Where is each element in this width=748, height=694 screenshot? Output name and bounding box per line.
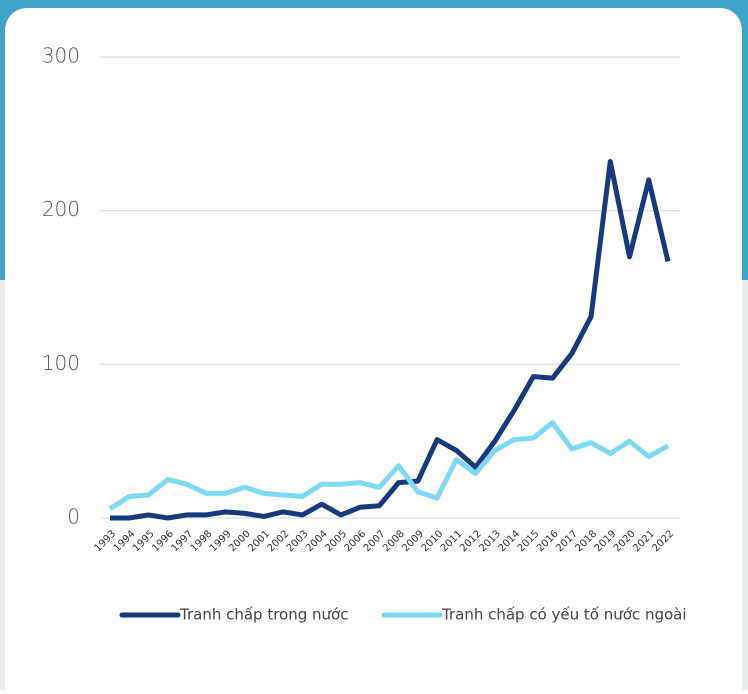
series-line	[108, 420, 670, 511]
y-tick-label: 300	[42, 44, 80, 68]
y-tick-label: 200	[42, 197, 80, 221]
legend-label: Tranh chấp trong nước	[179, 606, 348, 624]
series-line	[110, 158, 671, 521]
y-tick-label: 100	[42, 351, 80, 375]
card	[5, 8, 742, 694]
legend-label: Tranh chấp có yếu tố nước ngoài	[441, 606, 687, 624]
y-tick-label: 0	[67, 505, 80, 529]
